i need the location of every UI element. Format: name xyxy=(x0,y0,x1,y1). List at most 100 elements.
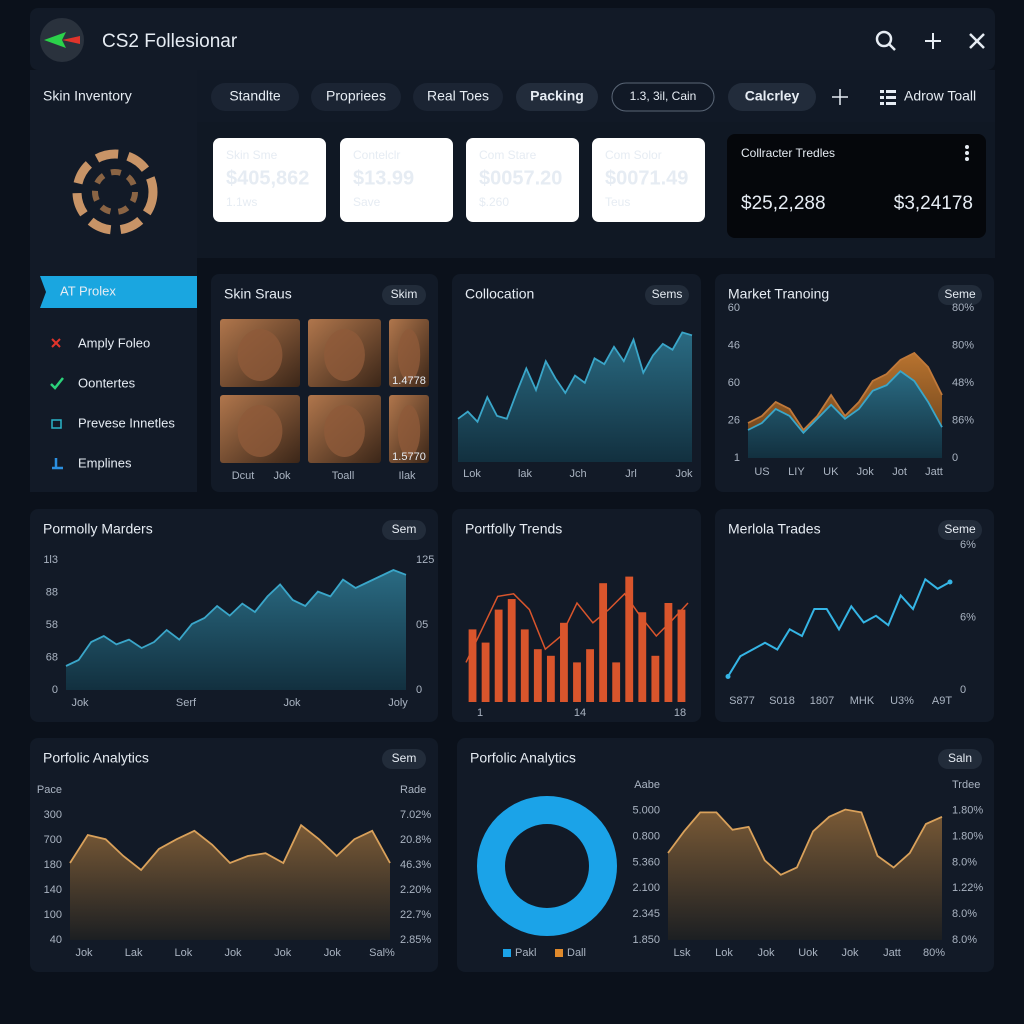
stat-card xyxy=(466,138,579,222)
panel-badge-label[interactable]: Seme xyxy=(944,522,976,536)
donut-slice xyxy=(477,796,617,936)
nav-label[interactable]: Oontertes xyxy=(78,375,136,390)
line-point xyxy=(725,674,731,679)
y2-label: 6% xyxy=(960,611,976,623)
bar xyxy=(481,642,490,702)
x-label: Jch xyxy=(569,468,586,480)
stat-label: Com Stare xyxy=(479,148,537,162)
skin-figure xyxy=(397,329,421,381)
y-label: 5.000 xyxy=(632,805,660,817)
bar xyxy=(546,655,555,702)
panel-title: Market Tranoing xyxy=(728,286,829,302)
panel-badge[interactable] xyxy=(382,749,426,769)
panel-badge[interactable] xyxy=(938,520,982,540)
x-label: Lak xyxy=(125,947,143,959)
panel-badge-label[interactable]: Seme xyxy=(944,287,976,301)
stat-value: $405,862 xyxy=(226,167,309,189)
nav-label[interactable]: Amply Foleo xyxy=(78,335,150,350)
x-label: Jok xyxy=(841,947,859,959)
panel-badge[interactable] xyxy=(382,285,426,305)
tile-label: 1.4778 xyxy=(392,375,426,387)
tab-action[interactable]: Adrow Toall xyxy=(904,88,976,104)
x-label: MHK xyxy=(850,695,875,707)
tab-label[interactable]: Calcrley xyxy=(745,88,800,104)
tab[interactable] xyxy=(728,83,816,111)
y-label: Aabe xyxy=(634,779,660,791)
sidebar-heading: Skin Inventory xyxy=(43,88,132,104)
skin-figure xyxy=(237,329,283,381)
panel-title: Porfolic Analytics xyxy=(470,750,576,766)
tab[interactable] xyxy=(611,82,715,112)
panel-title: Portfolly Trends xyxy=(465,521,562,537)
stat-value: $13.99 xyxy=(353,167,414,189)
y2-label: 86% xyxy=(952,414,974,426)
y2-label: 1.22% xyxy=(952,882,983,894)
x-label: Dcut xyxy=(232,470,255,482)
y2-label: 1.80% xyxy=(952,831,983,843)
panel-badge-label[interactable]: Sems xyxy=(652,287,683,301)
panel-badge[interactable] xyxy=(645,285,689,305)
header-bar xyxy=(30,8,995,70)
panel-badge-label[interactable]: Skim xyxy=(391,287,418,301)
area-line xyxy=(747,351,943,432)
tab-label[interactable]: Propriees xyxy=(326,88,386,104)
add-tab-icon[interactable] xyxy=(832,89,848,105)
active-nav-item[interactable] xyxy=(40,276,197,308)
skin-figure xyxy=(397,405,421,457)
x-label: UK xyxy=(823,466,839,478)
x-label: Jok xyxy=(224,947,242,959)
y2-label: 0 xyxy=(952,452,958,464)
x-label: 1807 xyxy=(810,695,834,707)
stat-card xyxy=(213,138,326,222)
panel-badge[interactable] xyxy=(938,285,982,305)
y2-label: 22.7% xyxy=(400,909,431,921)
bar xyxy=(677,609,686,702)
tab-label[interactable]: Standlte xyxy=(229,88,281,104)
tab-label[interactable]: 1.3, 3il, Cain xyxy=(630,89,697,103)
x-label: Serf xyxy=(176,697,197,709)
search-icon[interactable] xyxy=(875,30,896,51)
y-label: 300 xyxy=(44,809,62,821)
close-icon[interactable] xyxy=(969,33,985,49)
tab-label[interactable]: Packing xyxy=(530,88,584,104)
y-label: 40 xyxy=(50,934,62,946)
stat-note: $.260 xyxy=(479,195,509,209)
y-label: 88 xyxy=(46,586,58,598)
tab[interactable] xyxy=(516,83,598,111)
line-point xyxy=(947,579,953,585)
tab[interactable] xyxy=(413,83,503,111)
stat-note: Teus xyxy=(605,195,630,209)
nav-label[interactable]: Prevese Innetles xyxy=(78,415,175,430)
y-label: 1.850 xyxy=(632,934,660,946)
bar xyxy=(560,622,568,702)
y2-label: 2.20% xyxy=(400,884,431,896)
nav-icon xyxy=(51,419,62,429)
bar xyxy=(625,576,634,702)
trade-card-title: Collracter Tredles xyxy=(741,146,835,160)
tab-label[interactable]: Real Toes xyxy=(427,88,489,104)
panel-badge-label[interactable]: Saln xyxy=(948,751,972,765)
tab[interactable] xyxy=(211,83,299,111)
panel-badge[interactable] xyxy=(382,520,426,540)
x-label: Toall xyxy=(332,470,355,482)
y-label: 180 xyxy=(44,859,62,871)
kebab-icon[interactable] xyxy=(965,145,969,161)
area xyxy=(66,570,406,690)
area xyxy=(748,371,942,458)
x-label: Uok xyxy=(798,947,818,959)
trade-value: $3,24178 xyxy=(894,193,973,214)
stat-value: $0071.49 xyxy=(605,167,688,189)
panel-badge[interactable] xyxy=(938,749,982,769)
x-label: Jrl xyxy=(625,468,637,480)
x-label: Jok xyxy=(757,947,775,959)
nav-label[interactable]: Emplines xyxy=(78,455,132,470)
panel-badge-label[interactable]: Sem xyxy=(392,522,417,536)
panel-badge-label[interactable]: Sem xyxy=(392,751,417,765)
add-icon[interactable] xyxy=(925,33,941,49)
tab[interactable] xyxy=(311,83,401,111)
trend-line xyxy=(465,592,689,663)
x-label: Lok xyxy=(715,947,733,959)
panel-title: Porfolic Analytics xyxy=(43,750,149,766)
area xyxy=(668,809,942,940)
